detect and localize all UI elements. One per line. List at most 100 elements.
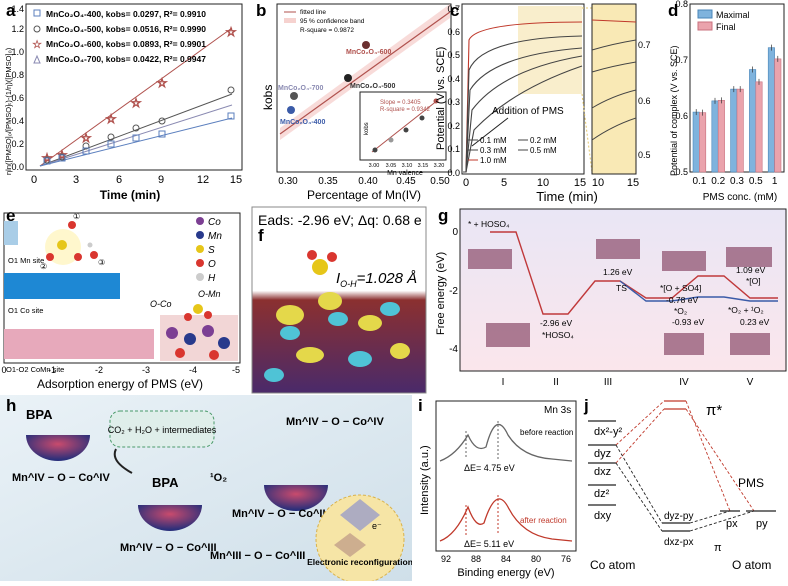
fitted-line (279, 11, 451, 135)
ytick: 0.4 (447, 74, 460, 84)
species-1: Mn^IV − O − Co^IV (12, 472, 110, 484)
panel-g-label: g (438, 206, 448, 225)
label-start: * + HOSO₄ (468, 219, 510, 229)
fit-line-400 (39, 117, 233, 167)
inset-point (433, 98, 439, 104)
panel-a-label: a (6, 1, 16, 20)
xtick: 10 (537, 177, 549, 189)
bonding-levels (662, 522, 690, 532)
ytick: 0.7 (447, 4, 460, 14)
inset-xtick: 3.15 (418, 163, 429, 169)
xtick: 92 (441, 554, 451, 564)
confidence-band (280, 4, 450, 140)
xtick: 15 (574, 177, 586, 189)
point-400 (287, 106, 295, 114)
panel-g-structures (468, 239, 772, 355)
bar-maximal (730, 88, 738, 173)
panel-i-xlabel: Binding energy (eV) (457, 567, 554, 579)
zoom-curve (591, 19, 637, 23)
xtick: 0.2 (711, 176, 725, 187)
fit-line-500 (39, 93, 233, 167)
panel-f-label: f (258, 226, 264, 245)
panel-i-chart: i Mn 3s Intensity (a.u.) before reaction… (418, 396, 577, 579)
zoom-xtick: 15 (627, 177, 639, 189)
ytick: 0.0 (447, 168, 460, 178)
inset-xtick: 3.05 (386, 163, 397, 169)
zoom-region (518, 6, 582, 94)
zoom-connector (581, 93, 593, 173)
potential-curves (463, 21, 583, 173)
ytick: 1.2 (11, 24, 24, 34)
pi-star-levels (664, 400, 686, 410)
inset-point (388, 137, 394, 143)
xtick: -5 (232, 365, 240, 375)
panel-f: Eads: -2.96 eV; Δq: 0.68 e IO-H=1.028 Å … (250, 205, 428, 395)
panel-d-label: d (668, 1, 678, 20)
marker (107, 133, 115, 141)
ytick: 0.5 (675, 167, 688, 177)
orbital-label: dz² (594, 488, 610, 500)
atom-num: ③ (98, 258, 105, 267)
eads-text: Eads: -2.96 eV; Δq: 0.68 e (258, 212, 422, 228)
label-600: MnCo₂O₄-600 (346, 49, 391, 56)
co-atom: Co atom (590, 558, 635, 572)
panel-j-diagram: j dx²-y² dyz dxz dz² dxy π* dyz-py dxz-p… (583, 396, 776, 572)
zoom-curve (591, 89, 637, 109)
pi-star-connectors (615, 400, 755, 512)
xtick: 0.45 (396, 176, 416, 187)
legend-500: MnCo₂O₄-500, kobs= 0.0516, R²= 0.9990 (46, 24, 206, 34)
panel-b-xlabel: Percentage of Mn(IV) (307, 188, 421, 202)
xtick: 3 (73, 174, 79, 186)
zoom-ytick: 0.5 (638, 150, 651, 160)
zoom-curve (591, 39, 637, 51)
xtick: 88 (471, 554, 481, 564)
marker (132, 134, 140, 142)
panel-i-title: Mn 3s (544, 405, 571, 416)
ytick: 0.2 (11, 139, 24, 149)
label-o-co: O-Co (150, 299, 172, 309)
legend-fit: fitted line (300, 9, 326, 16)
xtick: IV (679, 377, 689, 388)
inset-xtick: 3.10 (402, 163, 413, 169)
panel-b-ylabel: kobs (261, 85, 275, 110)
curve-1mM (463, 21, 583, 173)
label-ts: TS (616, 283, 627, 293)
panel-b: b fitted line 95 % confidence band R-squ… (250, 0, 455, 205)
bar-label-comn: O1-O2 CoMn site (6, 365, 64, 374)
bar-final (755, 81, 763, 173)
singlet-oxygen: ¹O₂ (210, 472, 227, 484)
legend-band: 95 % confidence band (300, 18, 365, 25)
orbital-label: dxy (594, 510, 612, 522)
panel-c-label: c (450, 1, 459, 20)
label-500: MnCo₂O₄-500 (350, 83, 395, 90)
panel-d-chart: d Potential of complex (V vs. SCE) PMS c… (668, 0, 785, 203)
panel-b-xticks: 0.30 0.35 0.40 0.45 0.50 (278, 176, 450, 187)
pi-star: π* (706, 402, 722, 419)
bar-co-site (4, 273, 120, 299)
panel-b-legend: fitted line 95 % confidence band R-squar… (284, 9, 365, 34)
panel-i-xticks: 92 88 84 80 76 (441, 554, 571, 564)
panel-d-marks: 0.5 0.6 0.7 0.8 0.1 0.2 0.3 0.5 1 (675, 0, 785, 187)
bond-sub: O-H (340, 279, 357, 289)
marker: ☆ (81, 131, 92, 145)
ytick: 0.1 (447, 144, 460, 154)
marker (107, 140, 115, 148)
label-hoso4: *HOSO₄ (542, 330, 574, 340)
label-e4: -0.93 eV (672, 317, 704, 327)
p-y: py (756, 518, 768, 530)
legend-label: Final (716, 22, 736, 32)
legend-400: MnCo₂O₄-400, kobs= 0.0297, R²= 0.9910 (46, 9, 206, 19)
before-label: before reaction (520, 428, 573, 437)
marker (158, 130, 166, 138)
panel-g-xticks: I II III IV V (502, 377, 754, 388)
fit-line-600 (39, 27, 233, 167)
ytick: 0.3 (447, 97, 460, 107)
legend-co: Co (208, 217, 221, 228)
inset-xticks: 3.00 3.05 3.10 3.15 3.20 (369, 163, 445, 169)
orbital-label: dyz (594, 448, 611, 460)
electron-label: e⁻ (372, 521, 382, 531)
bar-final (736, 88, 744, 173)
reconfig-circle (315, 494, 405, 584)
legend-s: S (208, 245, 215, 256)
zoom-xtick: 10 (592, 177, 604, 189)
